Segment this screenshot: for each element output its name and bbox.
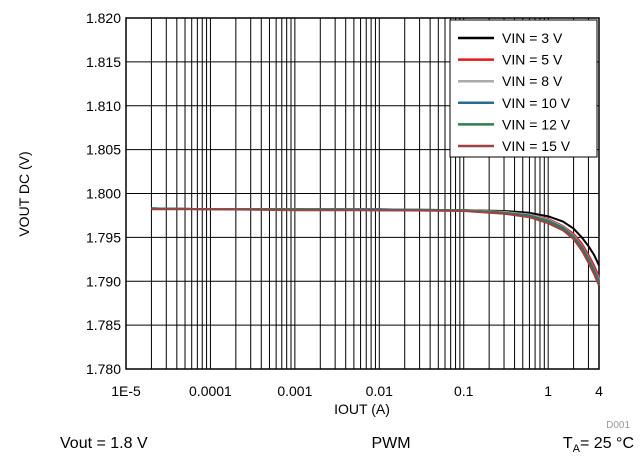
y-tick-label: 1.805 — [86, 142, 121, 158]
y-tick-label: 1.785 — [86, 317, 121, 333]
legend-label: VIN = 12 V — [502, 116, 571, 132]
legend-label: VIN = 15 V — [502, 138, 571, 154]
series-lines — [151, 207, 600, 286]
footer-mode: PWM — [371, 435, 410, 452]
x-tick-label: 0.1 — [454, 383, 474, 399]
legend-label: VIN = 8 V — [502, 73, 563, 89]
y-axis-ticks: 1.780 1.785 1.790 1.795 1.800 1.805 1.810 1.815… — [86, 10, 121, 377]
y-tick-label: 1.800 — [86, 186, 121, 202]
x-tick-label: 1E-5 — [111, 383, 141, 399]
x-tick-label: 4 — [595, 383, 603, 399]
temperature-value: = 25 °C — [580, 435, 634, 452]
x-tick-label: 0.001 — [277, 383, 312, 399]
y-tick-label: 1.780 — [86, 361, 121, 377]
series-line — [151, 208, 600, 286]
legend-label: VIN = 10 V — [502, 95, 571, 111]
x-tick-label: 0.01 — [366, 383, 393, 399]
x-tick-label: 0.0001 — [189, 383, 232, 399]
plot-area — [125, 17, 600, 370]
y-tick-label: 1.790 — [86, 273, 121, 289]
y-tick-label: 1.820 — [86, 10, 121, 26]
y-axis-label: VOUT DC (V) — [16, 151, 32, 236]
temperature-subscript: A — [573, 443, 581, 455]
x-tick-label: 1 — [544, 383, 552, 399]
document-id: D001 — [606, 420, 630, 431]
temperature-symbol: T — [563, 435, 573, 452]
legend-box — [449, 19, 598, 158]
y-tick-label: 1.795 — [86, 229, 121, 245]
legend: VIN = 3 V VIN = 5 V VIN = 8 V VIN = 10 V VIN… — [449, 19, 598, 158]
legend-label: VIN = 3 V — [502, 30, 563, 46]
legend-label: VIN = 5 V — [502, 52, 563, 68]
footer-vout: Vout = 1.8 V — [60, 435, 148, 452]
footer-temperature: TA= 25 °C — [563, 435, 634, 455]
y-tick-label: 1.815 — [86, 54, 121, 70]
y-tick-label: 1.810 — [86, 98, 121, 114]
x-axis-ticks: 1E-5 0.0001 0.001 0.01 0.1 1 4 — [111, 383, 603, 399]
x-axis-label: IOUT (A) — [334, 401, 390, 417]
